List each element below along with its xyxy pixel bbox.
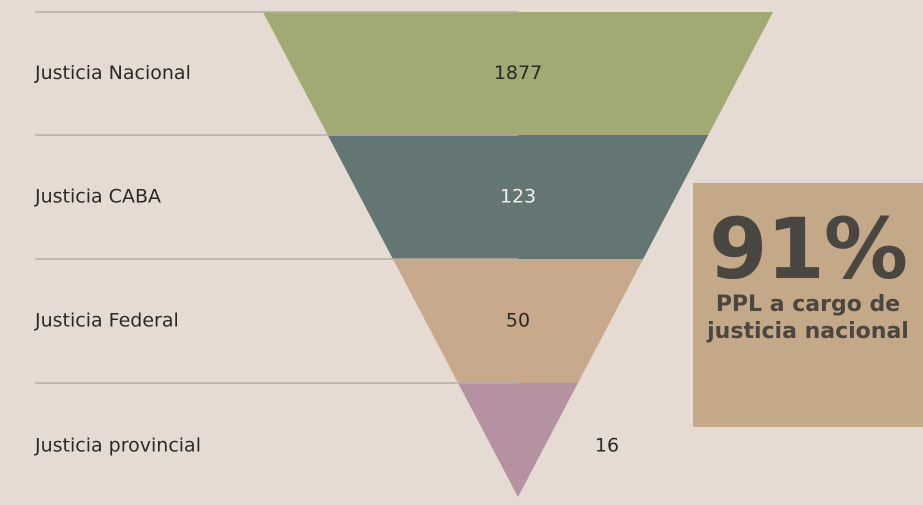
- value-label: 123: [500, 186, 536, 208]
- highlight-box: 91% PPL a cargo de justicia nacional: [693, 183, 923, 427]
- category-label: Justicia Federal: [34, 310, 179, 332]
- category-label: Justicia Nacional: [34, 62, 191, 84]
- value-label: 16: [595, 435, 619, 457]
- category-label: Justicia provincial: [34, 435, 201, 457]
- funnel-segment: [327, 135, 709, 259]
- funnel-segment: [458, 383, 578, 497]
- funnel-segment: [263, 12, 773, 135]
- value-label: 50: [506, 310, 530, 332]
- highlight-value: 91%: [708, 200, 908, 298]
- funnel-segment: [392, 259, 644, 383]
- highlight-text: PPL a cargo de justicia nacional: [707, 292, 909, 344]
- category-label: Justicia CABA: [34, 186, 161, 208]
- value-label: 1877: [494, 62, 542, 84]
